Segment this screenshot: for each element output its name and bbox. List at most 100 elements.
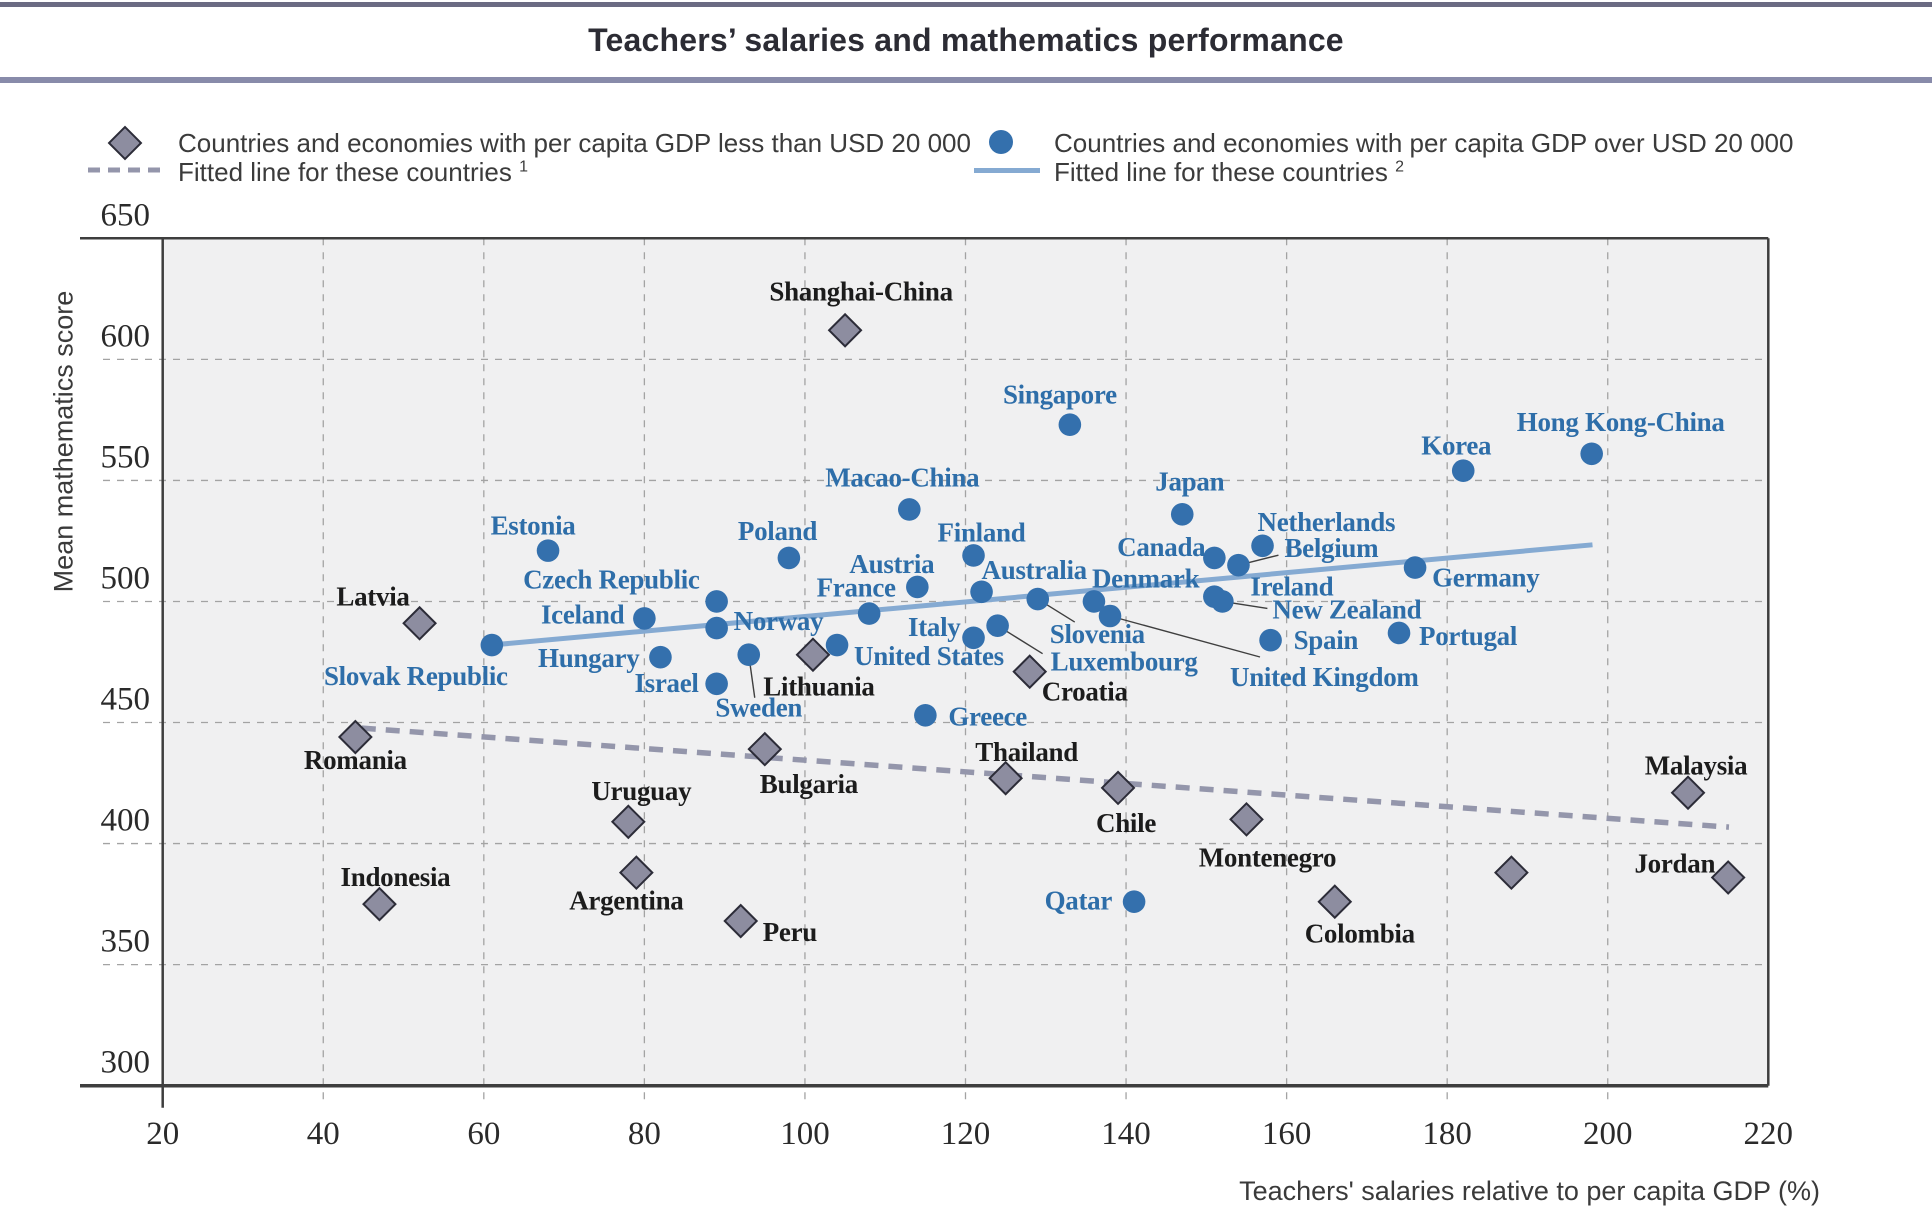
data-point-circle xyxy=(1203,546,1226,570)
data-point-circle xyxy=(906,575,929,599)
country-label: Shanghai-China xyxy=(769,276,953,306)
country-label: Iceland xyxy=(541,599,625,629)
country-label: Uruguay xyxy=(591,776,692,806)
x-tick-label: 160 xyxy=(1262,1116,1312,1152)
country-label: Estonia xyxy=(491,511,577,541)
x-tick-label: 20 xyxy=(146,1116,179,1152)
country-label: Macao-China xyxy=(825,462,980,492)
data-point-diamond xyxy=(610,804,646,840)
country-label: Romania xyxy=(304,745,408,775)
country-label: Australia xyxy=(982,555,1088,585)
data-point-diamond xyxy=(1670,775,1706,811)
legend-fitted-high-sup: 2 xyxy=(1395,158,1404,176)
data-point-diamond xyxy=(723,903,759,939)
data-point-circle xyxy=(962,544,985,567)
country-label: Hungary xyxy=(538,643,640,673)
country-label: Qatar xyxy=(1045,886,1113,916)
data-point-circle xyxy=(898,498,921,521)
country-label: New Zealand xyxy=(1272,594,1421,624)
data-point-circle xyxy=(705,590,728,613)
y-tick-label: 450 xyxy=(101,682,151,718)
data-point-circle xyxy=(1403,556,1427,579)
country-label: Chile xyxy=(1096,808,1156,838)
legend-label-low-gdp: Countries and economies with per capita … xyxy=(178,128,971,158)
country-label: Thailand xyxy=(975,737,1078,767)
circle-legend-icon xyxy=(989,130,1013,154)
y-tick-label: 600 xyxy=(101,318,151,354)
x-tick-label: 80 xyxy=(628,1116,661,1152)
data-point-diamond xyxy=(1229,801,1264,837)
country-label: Israel xyxy=(634,668,699,698)
data-point-circle xyxy=(1259,628,1282,652)
country-label: Germany xyxy=(1432,563,1540,593)
data-point-circle xyxy=(1170,503,1194,526)
label-callout-line xyxy=(1109,615,1261,658)
country-label: Singapore xyxy=(1003,380,1117,410)
country-label: Korea xyxy=(1421,431,1492,461)
country-label: Ireland xyxy=(1250,572,1333,602)
country-label: Czech Republic xyxy=(523,564,700,594)
x-tick-label: 220 xyxy=(1744,1116,1794,1152)
y-tick-label: 550 xyxy=(101,439,151,475)
data-point-diamond xyxy=(988,760,1024,796)
data-point-diamond xyxy=(1494,855,1529,891)
country-label: Sweden xyxy=(715,693,802,723)
country-label: Denmark xyxy=(1092,563,1200,593)
country-label: Italy xyxy=(908,612,961,642)
country-label: Hong Kong-China xyxy=(1517,407,1726,437)
data-point-circle xyxy=(1227,553,1250,577)
data-point-diamond xyxy=(747,731,783,767)
solid-line-legend-icon xyxy=(974,168,1040,173)
data-point-circle xyxy=(970,580,993,604)
country-label: Slovak Republic xyxy=(324,661,508,691)
x-tick-label: 40 xyxy=(307,1116,340,1152)
diamond-legend-icon xyxy=(107,125,143,161)
country-label: United Kingdom xyxy=(1230,662,1419,692)
country-label: Slovenia xyxy=(1050,619,1146,649)
country-label: Malaysia xyxy=(1645,751,1748,781)
data-point-circle xyxy=(705,672,728,696)
legend-fitted-low-sup: 1 xyxy=(519,158,528,176)
country-label: Jordan xyxy=(1634,848,1715,878)
country-label: Greece xyxy=(948,701,1027,731)
data-point-diamond xyxy=(795,637,831,673)
country-label: Latvia xyxy=(336,581,410,611)
data-point-circle xyxy=(777,546,801,570)
country-label: Japan xyxy=(1155,466,1224,496)
y-tick-label: 350 xyxy=(101,924,151,960)
data-point-diamond xyxy=(827,312,863,348)
x-axis-title: Teachers' salaries relative to per capit… xyxy=(1239,1176,1820,1206)
data-point-circle xyxy=(825,633,849,657)
country-label: United States xyxy=(854,641,1004,671)
legend-label-fitted-low: Fitted line for these countries 1 xyxy=(178,157,528,188)
country-label: Luxembourg xyxy=(1051,647,1199,677)
country-label: Belgium xyxy=(1284,533,1379,563)
data-point-circle xyxy=(1251,534,1274,558)
data-point-circle xyxy=(480,633,504,657)
country-label: Spain xyxy=(1294,625,1359,655)
y-tick-label: 500 xyxy=(101,560,151,596)
data-point-circle xyxy=(962,626,985,650)
x-tick-label: 200 xyxy=(1583,1116,1633,1152)
country-label: Colombia xyxy=(1305,919,1416,949)
data-point-circle xyxy=(1098,604,1122,628)
data-point-circle xyxy=(857,602,881,625)
data-point-circle xyxy=(633,607,656,630)
country-label: France xyxy=(817,573,896,603)
data-point-diamond xyxy=(1012,654,1048,690)
data-point-circle xyxy=(1580,442,1603,466)
data-point-diamond xyxy=(337,719,373,755)
x-tick-label: 120 xyxy=(941,1116,991,1152)
x-tick-label: 60 xyxy=(467,1116,500,1152)
data-point-diamond xyxy=(1100,770,1136,806)
country-label: Portugal xyxy=(1419,621,1518,651)
data-point-circle xyxy=(737,643,761,667)
x-tick-label: 100 xyxy=(780,1116,830,1152)
x-tick-label: 140 xyxy=(1101,1116,1151,1152)
country-label: Bulgaria xyxy=(760,769,859,799)
country-label: Finland xyxy=(938,517,1026,547)
country-label: Canada xyxy=(1117,532,1206,562)
data-point-circle xyxy=(536,539,560,562)
country-label: Poland xyxy=(738,516,818,546)
